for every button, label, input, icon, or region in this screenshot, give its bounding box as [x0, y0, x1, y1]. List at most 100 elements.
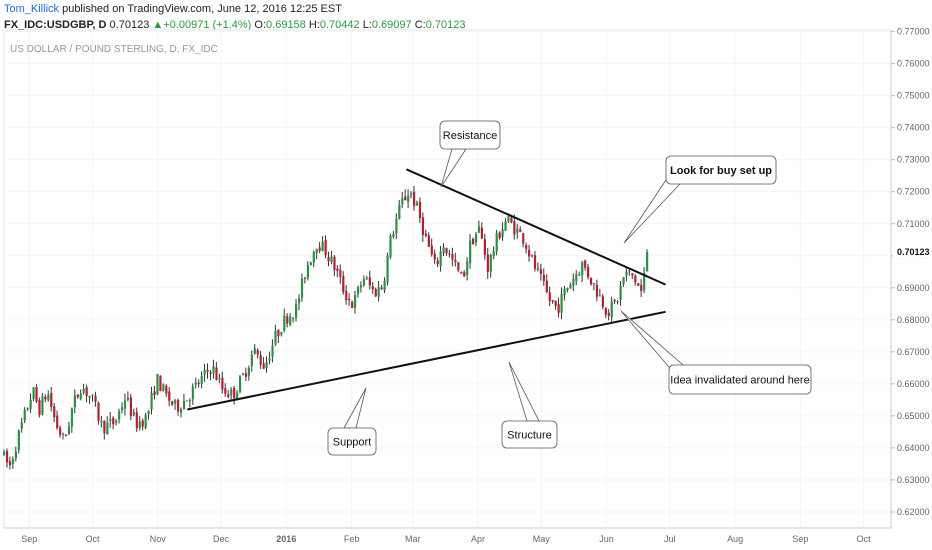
symbol-label: FX_IDC:USDGBP, D: [4, 19, 107, 31]
candle-body: [277, 329, 280, 337]
chart-title: US DOLLAR / POUND STERLING, D, FX_IDC: [10, 44, 218, 55]
candle-body: [566, 288, 569, 291]
candle-body: [457, 262, 460, 271]
candle-body: [286, 316, 289, 324]
buy-setup-callout[interactable]: Look for buy set up: [623, 155, 777, 244]
candle-body: [407, 195, 410, 202]
candle-body: [569, 285, 572, 289]
candle-body: [510, 217, 513, 223]
candle-body: [191, 386, 194, 399]
candle-body: [451, 254, 454, 260]
candle-body: [348, 298, 351, 301]
candle-body: [413, 191, 416, 206]
candle-body: [631, 273, 634, 276]
chart-header: Tom_Killick published on TradingView.com…: [4, 2, 465, 32]
x-tick-label: 2016: [276, 534, 296, 544]
candle-body: [563, 288, 566, 296]
candle-body: [430, 245, 433, 255]
candle-body: [318, 247, 321, 251]
candle-body: [292, 317, 295, 319]
candle-body: [23, 409, 26, 421]
callout-text: Support: [333, 437, 372, 449]
candle-body: [14, 451, 17, 459]
candle-body: [424, 233, 427, 236]
candle-body: [29, 399, 32, 409]
candle-body: [389, 235, 392, 257]
y-tick-label: 0.75000: [897, 91, 930, 101]
candle-body: [120, 407, 124, 411]
candle-body: [578, 274, 581, 276]
resistance-callout[interactable]: Resistance: [439, 120, 501, 188]
candle-body: [262, 363, 265, 369]
candle-body: [327, 257, 330, 262]
candle-body: [144, 414, 147, 428]
candle-body: [377, 287, 380, 297]
candle-body: [415, 202, 419, 206]
candle-body: [336, 268, 339, 271]
y-tick-label: 0.77000: [897, 27, 930, 37]
candle-body: [156, 374, 159, 395]
candle-body: [233, 387, 236, 399]
annotations: Resistance Look for buy set up Idea invali…: [327, 120, 812, 456]
candle-body: [365, 277, 369, 279]
candle-body: [306, 264, 310, 278]
candle-body: [100, 420, 103, 423]
candle-body: [73, 395, 76, 408]
price-axis[interactable]: 0.62000 0.63000 0.64000 0.65000 0.66000 0.670…: [890, 27, 932, 528]
x-tick-label: Nov: [150, 534, 167, 544]
candle-body: [138, 421, 141, 428]
candle-body: [356, 287, 360, 294]
candle-body: [640, 284, 643, 291]
candle-body: [643, 272, 646, 291]
candle-body: [486, 254, 489, 272]
candle-body: [401, 198, 404, 205]
callout-box: [439, 120, 501, 150]
candle-body: [188, 399, 192, 401]
candle-body: [94, 395, 97, 402]
candle-body: [525, 245, 528, 249]
candle-body: [489, 254, 492, 272]
y-tick-label: 0.66000: [897, 379, 930, 389]
candle-body: [289, 316, 292, 325]
candle-body: [519, 229, 522, 232]
candle-body: [492, 251, 495, 257]
author-link[interactable]: Tom_Killick: [4, 3, 60, 15]
candle-body: [309, 262, 312, 265]
y-tick-label: 0.76000: [897, 59, 930, 69]
invalidated-callout[interactable]: Idea invalidated around here: [620, 310, 812, 395]
candle-body: [513, 221, 516, 235]
candle-body: [303, 277, 307, 279]
candle-body: [321, 241, 324, 252]
candle-body: [471, 238, 475, 245]
low-label: L:: [362, 19, 372, 31]
candle-body: [330, 256, 333, 263]
candle-body: [265, 361, 268, 369]
candle-body: [212, 366, 215, 374]
candle-body: [150, 393, 153, 410]
last-price-marker: [893, 244, 932, 259]
candle-body: [433, 253, 436, 260]
candle-body: [135, 412, 138, 429]
candle-body: [85, 387, 88, 396]
candle-body: [280, 332, 283, 335]
candles: [3, 186, 649, 470]
close-value: 0.70123: [425, 19, 466, 31]
candle-body: [5, 450, 9, 463]
candle-body: [259, 355, 262, 365]
candle-body: [241, 373, 245, 375]
candle-body: [410, 192, 413, 195]
candle-body: [274, 330, 277, 345]
candle-body: [82, 388, 85, 393]
x-tick-label: May: [533, 534, 551, 544]
support-callout[interactable]: Support: [327, 387, 377, 456]
candle-body: [168, 391, 171, 401]
candle-body: [171, 401, 174, 405]
time-axis[interactable]: Sep Oct Nov Dec 2016 Feb Mar Apr May Jun Jul Aug Sep…: [4, 527, 891, 544]
y-tick-label: 0.68000: [897, 315, 930, 325]
candle-body: [118, 411, 121, 420]
structure-callout[interactable]: Structure: [501, 361, 558, 449]
candle-body: [129, 397, 133, 417]
candle-body: [256, 349, 259, 355]
candle-body: [362, 278, 366, 286]
